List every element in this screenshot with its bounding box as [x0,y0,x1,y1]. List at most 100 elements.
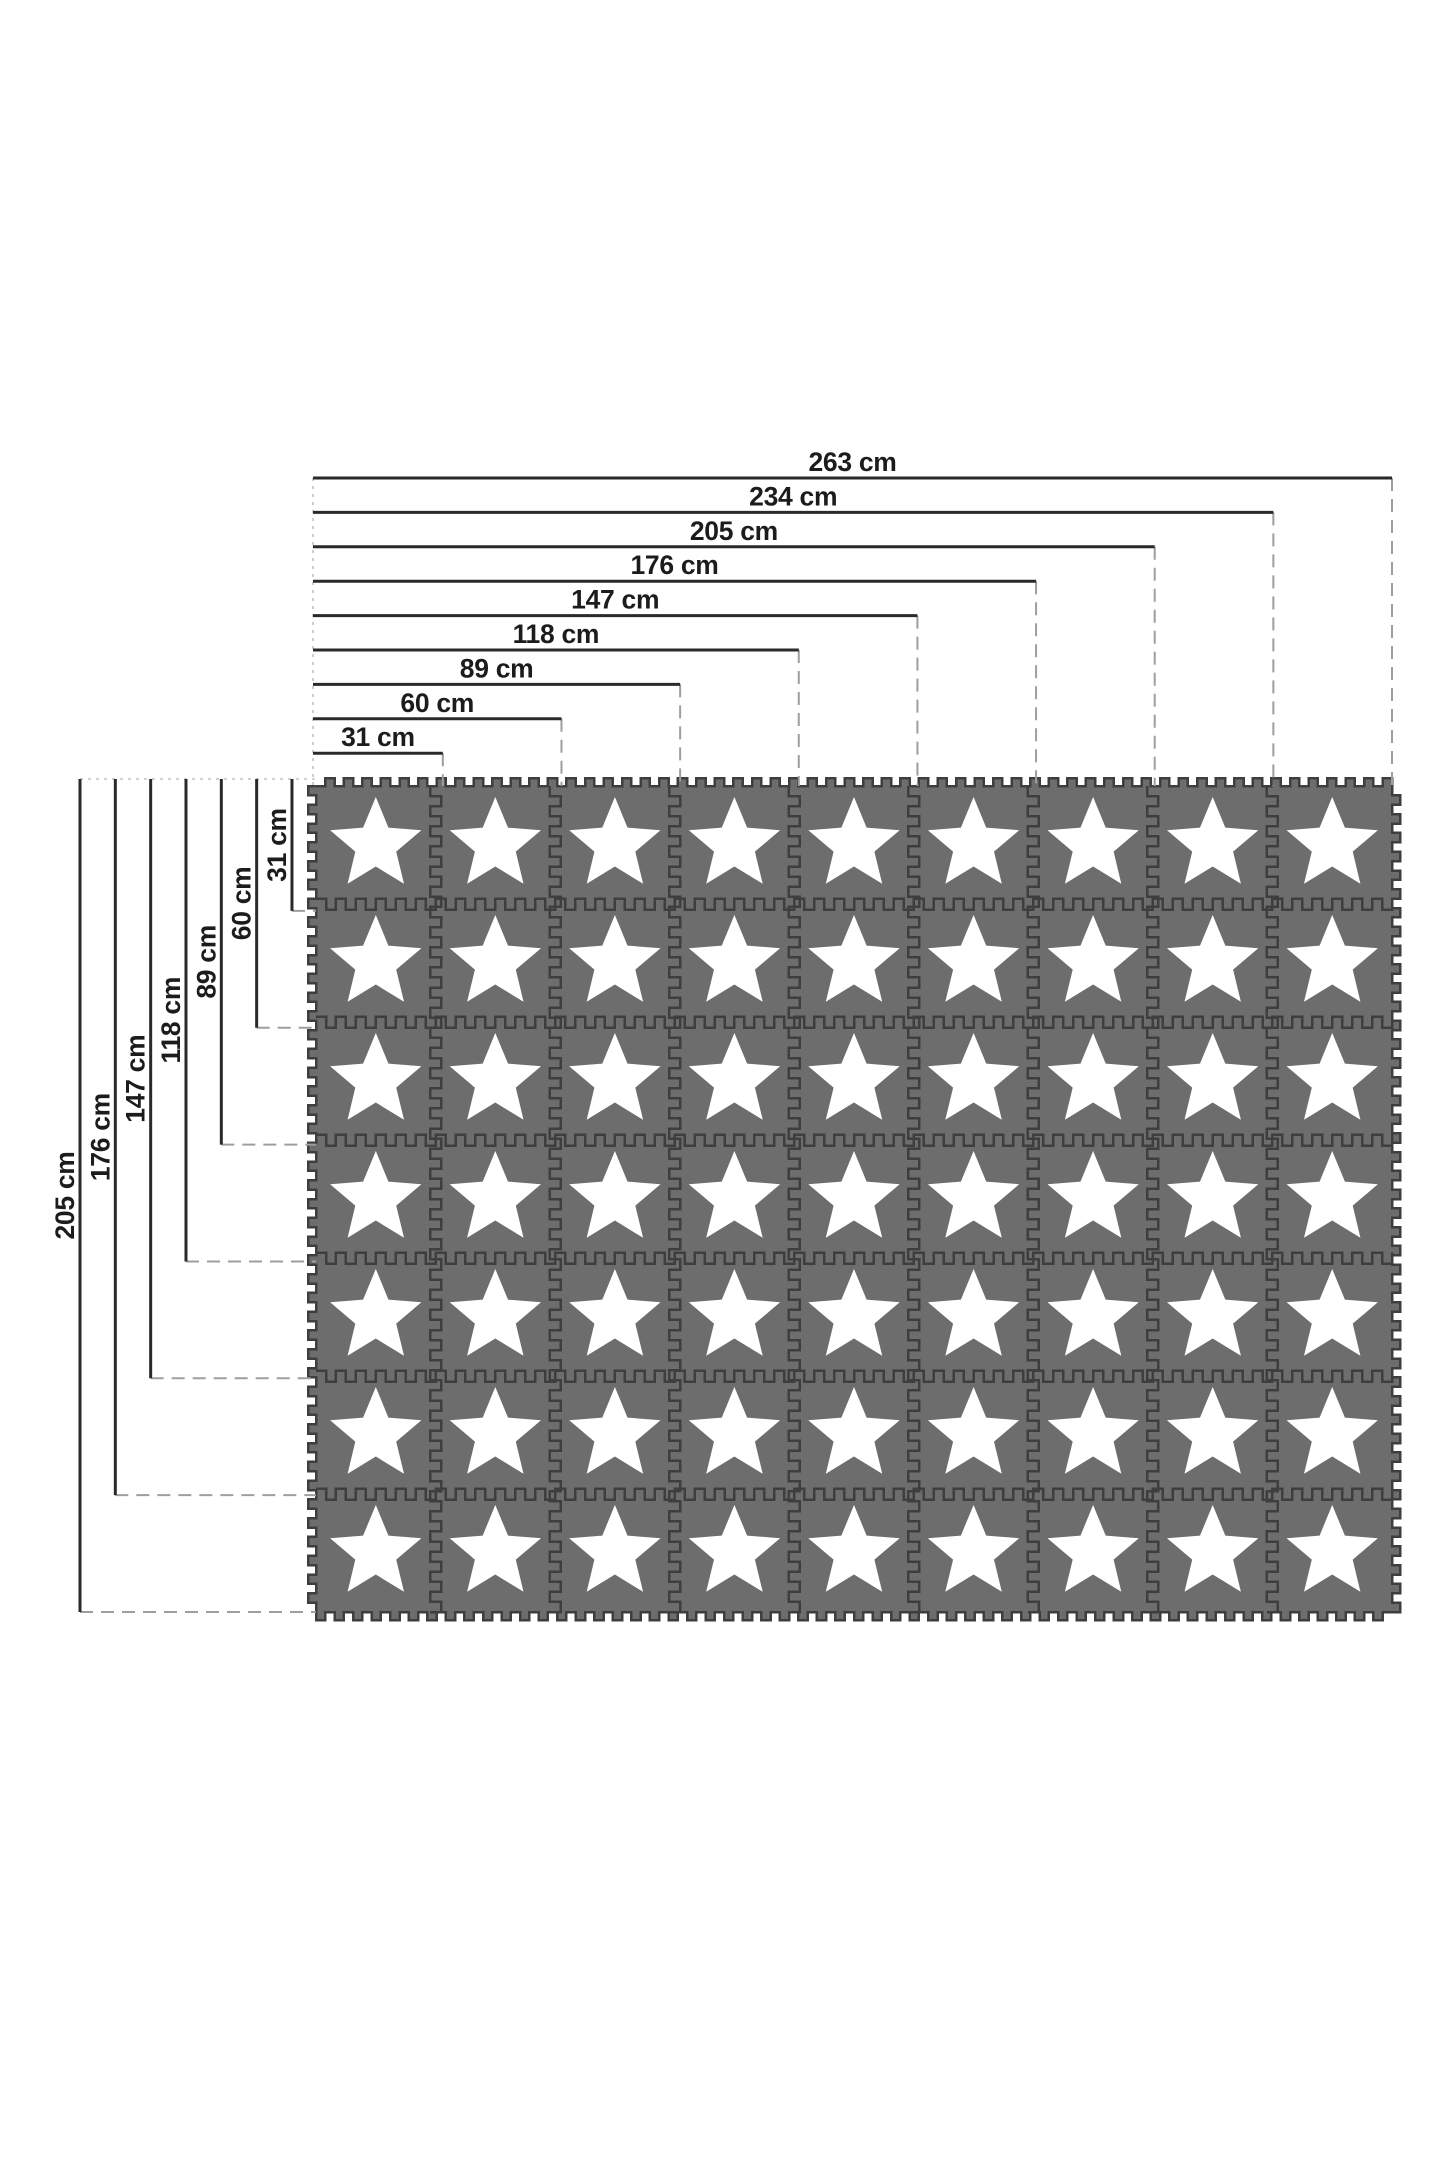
tile-seam-horizontal [316,1251,1394,1265]
tile-star [1047,797,1139,884]
tile-star [1286,1269,1378,1356]
tile-star [1047,1033,1139,1120]
left-dimension-147: 147 cm [121,779,316,1380]
tile-star [808,797,900,884]
top-dimension-147: 147 cm [313,585,919,786]
tile-star [1047,1269,1139,1356]
tile-star [1167,797,1259,884]
tile-star [1167,1033,1259,1120]
left-dimension-60: 60 cm [227,779,316,1029]
tile-star [569,915,661,1002]
tile-star [927,1387,1020,1474]
top-dimension-lines: 263 cm 234 cm 205 cm 176 cm 147 cm 118 cm 89 c… [313,447,1393,786]
top-dimension-205: 205 cm [313,516,1156,786]
tile-star [808,1505,900,1592]
dimension-label-height-176: 176 cm [85,1093,115,1181]
tile-star [330,915,422,1002]
left-dimension-89: 89 cm [191,779,316,1146]
tile-star [927,1505,1020,1592]
tile-star [330,797,422,884]
tile-star [1286,1151,1378,1238]
dimension-label-width-31: 31 cm [341,722,415,752]
tile-seam-horizontal [316,1369,1394,1383]
dimension-label-width-60: 60 cm [400,688,474,718]
tile-star [808,915,900,1002]
tile-star [927,1269,1020,1356]
tile-star [330,1505,422,1592]
tile-star [330,1033,422,1120]
top-dimension-60: 60 cm [313,688,563,786]
tile-star [1047,915,1139,1002]
dimension-label-height-118: 118 cm [156,977,186,1064]
tile-star [1047,1151,1139,1238]
tile-star [330,1387,422,1474]
tile-star [808,1151,900,1238]
tile-star [927,1151,1020,1238]
tile-star [449,797,541,884]
tile-star [449,1505,541,1592]
dimension-label-width-205: 205 cm [690,516,778,546]
tile-star [688,915,781,1002]
tile-seam-vertical [787,786,801,1614]
top-dimension-89: 89 cm [313,653,682,786]
tile-star [927,797,1020,884]
tile-star [1286,1387,1378,1474]
dimension-label-height-205: 205 cm [50,1151,80,1239]
tile-seam-vertical [1026,786,1041,1614]
top-dimension-118: 118 cm [313,619,800,786]
dimension-label-height-31: 31 cm [262,808,292,882]
tile-star [569,797,661,884]
top-dimension-263: 263 cm [313,447,1393,786]
tile-star [808,1387,900,1474]
dimension-label-height-60: 60 cm [227,867,257,941]
tile-star [1167,1505,1259,1592]
dimension-label-width-89: 89 cm [460,653,534,683]
tile-seam-vertical [428,786,443,1614]
tile-star [927,915,1020,1002]
dimension-label-height-147: 147 cm [121,1035,151,1123]
tile-star [569,1505,661,1592]
dimension-label-width-118: 118 cm [513,619,600,649]
top-dimension-234: 234 cm [313,481,1275,786]
tile-seam-vertical [667,786,682,1614]
tile-star [569,1151,661,1238]
tile-star [1167,1387,1259,1474]
tile-seam-horizontal [316,897,1394,911]
tile-seam-horizontal [316,1015,1394,1029]
tile-star [569,1387,661,1474]
tile-star [1167,1269,1259,1356]
dashed-guides [80,478,316,786]
tile-star [1286,1505,1378,1592]
tile-star [688,1151,781,1238]
tile-star [808,1033,900,1120]
left-dimension-31: 31 cm [262,779,316,912]
tile-star [688,1505,781,1592]
tile-star [569,1269,661,1356]
tile-seam-horizontal [316,1487,1394,1501]
tile-star [927,1033,1020,1120]
tile-star [1286,915,1378,1002]
top-dimension-31: 31 cm [313,722,444,786]
tile-star [688,1387,781,1474]
tile-star [688,1033,781,1120]
tile-star [449,1269,541,1356]
tile-star [808,1269,900,1356]
left-dimension-118: 118 cm [156,779,316,1263]
tile-star [1286,1033,1378,1120]
dimension-label-width-234: 234 cm [749,481,837,511]
left-dimension-176: 176 cm [85,779,316,1497]
play-mat [306,776,1402,1622]
tile-seam-horizontal [316,1133,1394,1147]
tile-seam-vertical [548,786,562,1614]
tile-star [569,1033,661,1120]
tile-star [1167,915,1259,1002]
top-dimension-176: 176 cm [313,550,1038,786]
tile-star [688,1269,781,1356]
dimension-label-width-263: 263 cm [808,447,896,477]
tile-stars [330,797,1378,1592]
tile-seam-vertical [1265,786,1280,1614]
tile-seams [316,786,1394,1614]
tile-star [688,797,781,884]
